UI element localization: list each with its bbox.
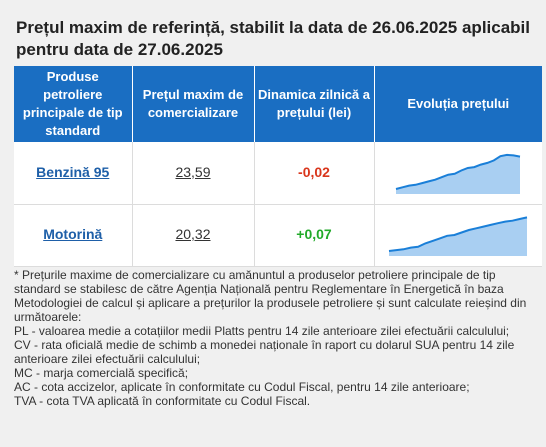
- sparkline-area: [389, 217, 528, 256]
- product-link-motorina[interactable]: Motorină: [43, 226, 103, 242]
- price-cell: 23,59: [132, 142, 255, 205]
- trend-cell: [374, 142, 542, 205]
- price-trend-sparkline[interactable]: [387, 212, 529, 258]
- header-products: Produse petroliere principale de tip sta…: [14, 66, 133, 142]
- header-price-evolution: Evoluția prețului: [374, 66, 542, 142]
- price-trend-sparkline[interactable]: [394, 150, 522, 196]
- change-cell: -0,02: [254, 142, 375, 205]
- price-table: Produse petroliere principale de tip sta…: [14, 66, 542, 267]
- product-link-benzina-95[interactable]: Benzină 95: [36, 163, 110, 180]
- price-value[interactable]: 20,32: [175, 226, 211, 242]
- sparkline-area: [396, 154, 521, 194]
- footnote-tva: TVA - cota TVA aplicată în conformitate …: [14, 394, 311, 408]
- footnote-cv: CV - rata oficială medie de schimb a mon…: [14, 338, 515, 366]
- product-cell: Motorină: [14, 204, 133, 267]
- footnote-pl: PL - valoarea medie a cotațiilor medii P…: [14, 324, 510, 338]
- header-max-price: Prețul maxim de comercializare: [132, 66, 255, 142]
- price-cell: 20,32: [132, 204, 255, 267]
- trend-cell: [374, 204, 542, 267]
- footnote-intro: * Prețurile maxime de comercializare cu …: [14, 268, 527, 324]
- change-cell: +0,07: [254, 204, 375, 267]
- price-change: -0,02: [298, 163, 330, 180]
- footnote: * Prețurile maxime de comercializare cu …: [14, 268, 536, 408]
- footnote-mc: MC - marja comercială specifică;: [14, 366, 189, 380]
- footnote-ac: AC - cota accizelor, aplicate în conform…: [14, 380, 470, 394]
- product-cell: Benzină 95: [14, 142, 133, 205]
- table-row: Motorină 20,32 +0,07: [14, 204, 542, 267]
- header-daily-change: Dinamica zilnică a prețului (lei): [254, 66, 375, 142]
- sparkline-line: [395, 153, 521, 190]
- sparkline-line: [389, 216, 528, 252]
- table-row: Benzină 95 23,59 -0,02: [14, 142, 542, 205]
- table-header-row: Produse petroliere principale de tip sta…: [14, 66, 542, 142]
- page-title: Prețul maxim de referință, stabilit la d…: [16, 18, 531, 59]
- price-value[interactable]: 23,59: [175, 163, 211, 180]
- price-change: +0,07: [296, 226, 332, 242]
